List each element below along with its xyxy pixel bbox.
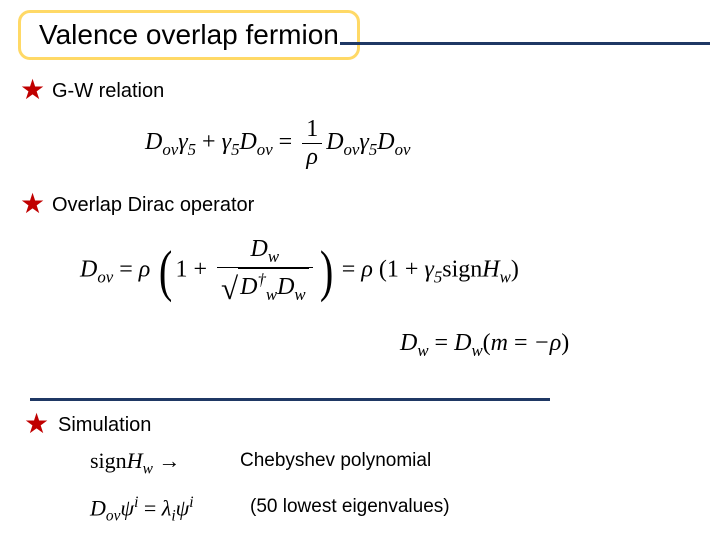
section-gw-label: G-W relation: [52, 80, 164, 103]
section-overlap-label: Overlap Dirac operator: [52, 194, 254, 217]
title-text: Valence overlap fermion: [39, 19, 339, 50]
star-icon: ★: [20, 190, 45, 218]
formula-dw-def: Dw = Dw(m = −ρ): [400, 330, 569, 361]
formula-eigen: Dovψi = λiψi: [90, 494, 194, 526]
star-icon: ★: [20, 76, 45, 104]
formula-sign-arrow: signHw →: [90, 448, 180, 478]
page-title: Valence overlap fermion: [18, 10, 360, 60]
header-rule: [340, 42, 710, 45]
section-simulation-label: Simulation: [58, 414, 151, 437]
formula-gw: Dovγ5 + γ5Dov = 1ρDovγ5Dov: [145, 116, 410, 171]
formula-overlap: Dov = ρ (1 + Dw√D†wDw) = ρ (1 + γ5signHw…: [80, 236, 519, 306]
mid-rule: [30, 398, 550, 401]
eigen-note-label: (50 lowest eigenvalues): [250, 496, 450, 518]
star-icon: ★: [24, 410, 49, 438]
chebyshev-label: Chebyshev polynomial: [240, 450, 431, 472]
